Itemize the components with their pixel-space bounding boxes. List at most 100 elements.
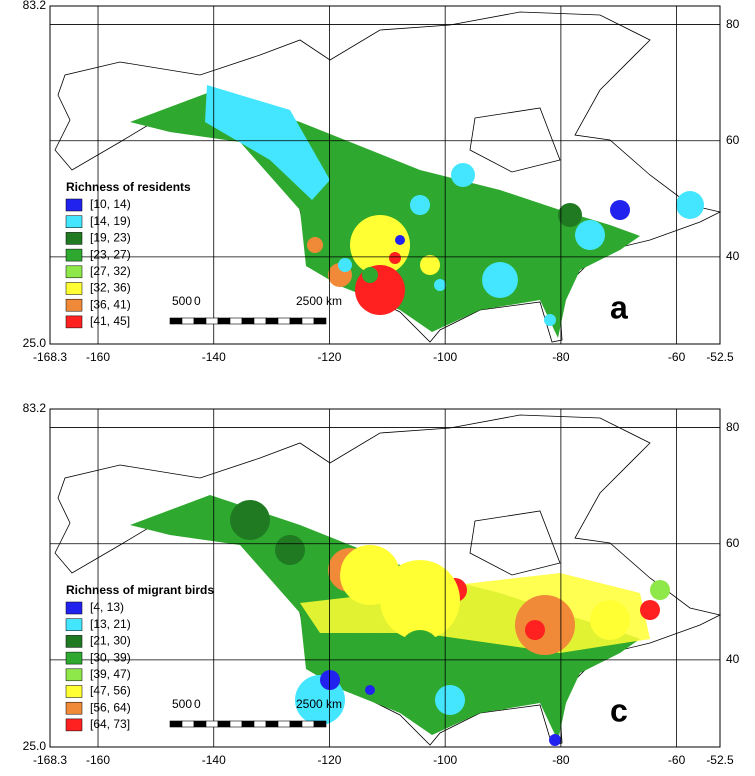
legend-label: [36, 41) [90, 297, 131, 311]
legend-swatch [65, 298, 83, 312]
legend-title: Richness of residents [66, 180, 191, 194]
legend-title: Richness of migrant birds [66, 583, 214, 597]
richness-patch [275, 140, 295, 160]
legend-label: [14, 19) [90, 214, 131, 228]
legend-label: [13, 21) [90, 617, 131, 631]
legend-label: [32, 36) [90, 281, 131, 295]
y-tick-label: 40 [726, 652, 740, 666]
legend-label: [47, 56) [90, 684, 131, 698]
legend-swatch [65, 601, 83, 615]
legend-label: [64, 73] [90, 717, 130, 731]
scale-bar [253, 720, 267, 728]
scale-bar [313, 317, 327, 325]
scale-label: 500 [172, 294, 192, 308]
richness-patch [435, 685, 465, 715]
legend-swatch [65, 685, 83, 698]
richness-patch [355, 635, 385, 665]
scale-bar [289, 317, 303, 325]
legend-swatch [65, 232, 83, 245]
legend-swatch [65, 668, 83, 682]
richness-patch [451, 163, 475, 187]
legend-label: [19, 23) [90, 231, 131, 245]
scale-label: 2500 km [296, 697, 342, 711]
scale-bar [241, 317, 255, 325]
x-tick-label: -140 [202, 350, 226, 364]
scale-label: 2500 km [296, 294, 342, 308]
scale-bar [313, 720, 327, 728]
richness-patch [362, 267, 378, 283]
y-tick-label: 40 [726, 249, 740, 263]
richness-patch [338, 258, 352, 272]
legend-label: [27, 32) [90, 264, 131, 278]
richness-patch [389, 252, 401, 264]
richness-patch [233, 110, 253, 130]
scale-bar [289, 720, 303, 728]
richness-patch [482, 262, 518, 298]
legend-label: [4, 13) [90, 600, 124, 614]
y-tick-label: 80 [726, 420, 740, 434]
legend-swatch [65, 618, 83, 631]
scale-label: 500 [172, 697, 192, 711]
legend-swatch [65, 215, 83, 228]
y-tick-label: 25.0 [23, 739, 47, 753]
scale-bar [277, 317, 291, 325]
legend-label: [30, 39) [90, 650, 131, 664]
scale-bar [253, 317, 267, 325]
x-tick-label: -80 [552, 753, 570, 767]
scale-bar [217, 720, 231, 728]
legend-swatch [65, 315, 83, 329]
richness-patch [549, 734, 561, 746]
scale-label: 0 [194, 294, 201, 308]
richness-patch [230, 500, 270, 540]
x-tick-label: -100 [433, 350, 457, 364]
richness-patch [410, 195, 430, 215]
x-tick-label: -160 [86, 753, 110, 767]
hudson-bay [469, 510, 561, 576]
scale-bar [181, 317, 195, 325]
richness-patch [380, 560, 460, 640]
scale-bar [217, 317, 231, 325]
richness-patch [575, 220, 605, 250]
scale-label: 0 [194, 697, 201, 711]
legend-swatch [65, 651, 83, 665]
richness-patch [590, 600, 630, 640]
panel-letter: a [610, 289, 628, 325]
y-tick-label: 80 [726, 17, 740, 31]
y-tick-label: 60 [726, 133, 740, 147]
richness-patch [650, 580, 670, 600]
scale-bar [301, 317, 315, 325]
legend-swatch [65, 701, 83, 715]
x-tick-label: -140 [202, 753, 226, 767]
x-tick-label: -120 [317, 350, 341, 364]
legend-label: [56, 64) [90, 700, 131, 714]
y-tick-label: 83.2 [23, 0, 47, 12]
scale-bar [169, 317, 183, 325]
richness-patch [275, 535, 305, 565]
x-tick-label: -60 [668, 350, 686, 364]
richness-patch [400, 630, 440, 670]
legend-swatch [65, 635, 83, 648]
scale-bar [265, 720, 279, 728]
legend-label: [10, 14) [90, 197, 131, 211]
x-tick-label: -60 [668, 753, 686, 767]
map [54, 414, 722, 746]
richness-patch [365, 685, 375, 695]
map-frame [49, 5, 721, 345]
richness-patch [434, 279, 446, 291]
x-tick-label: -120 [317, 753, 341, 767]
scale-bar [193, 720, 207, 728]
scale-bar [181, 720, 195, 728]
x-tick-label: -168.3 [33, 350, 67, 364]
legend-swatch [65, 248, 83, 262]
richness-patch [640, 600, 660, 620]
scale-bar [205, 317, 219, 325]
scale-bar [193, 317, 207, 325]
richness-patch [544, 314, 556, 326]
scale-bar [241, 720, 255, 728]
richness-patch [610, 200, 630, 220]
x-tick-label: -80 [552, 350, 570, 364]
richness-patch [480, 670, 520, 710]
scale-bar [229, 720, 243, 728]
x-tick-label: -160 [86, 350, 110, 364]
